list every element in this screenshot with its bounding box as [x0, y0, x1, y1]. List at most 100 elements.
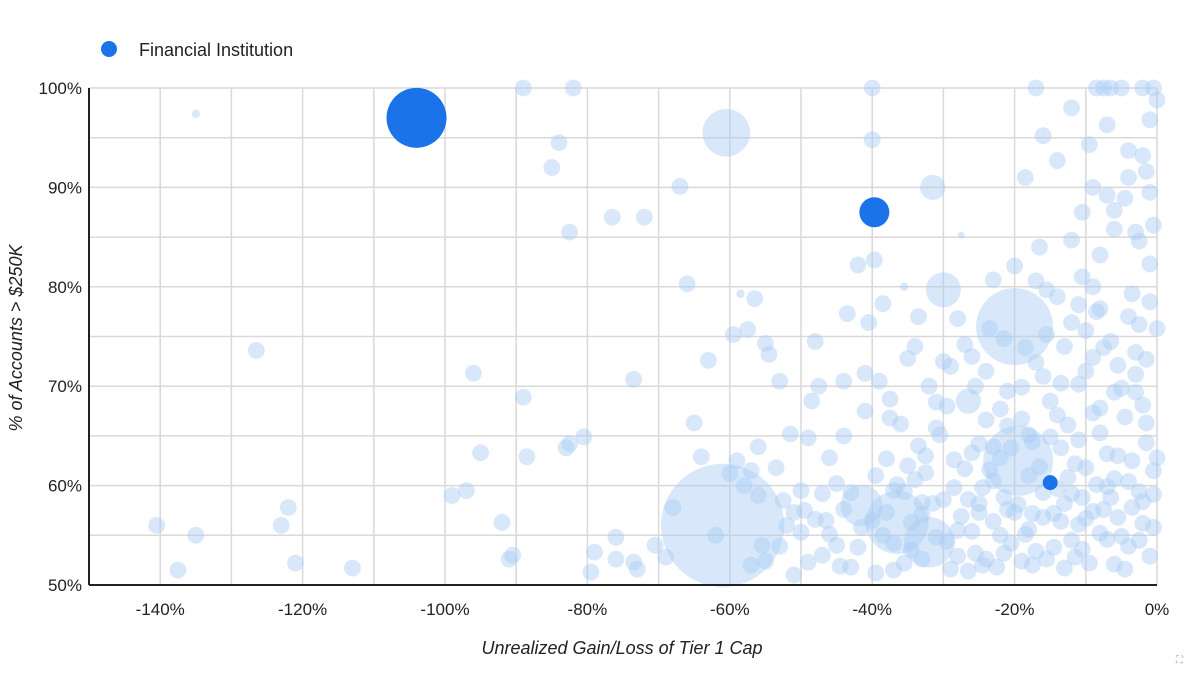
background-bubble: [1102, 489, 1120, 506]
background-bubble: [917, 447, 934, 465]
background-bubble: [1137, 414, 1155, 432]
expand-icon[interactable]: ⛶: [1176, 655, 1183, 666]
background-bubble: [967, 377, 984, 395]
background-bubble: [1095, 339, 1112, 356]
background-bubble: [974, 556, 991, 574]
background-bubble: [543, 159, 561, 176]
background-bubble: [1141, 293, 1159, 311]
background-bubble: [1091, 399, 1109, 417]
background-bubble: [976, 288, 1054, 366]
background-bubble: [586, 543, 603, 561]
background-bubble: [671, 178, 689, 195]
background-bubble: [1137, 163, 1155, 180]
background-bubble: [831, 557, 849, 575]
background-bubble: [625, 370, 643, 388]
background-bubble: [1080, 554, 1098, 572]
background-bubble: [1113, 379, 1130, 397]
background-bubble: [767, 459, 785, 477]
background-bubble: [1084, 179, 1102, 196]
background-bubble: [835, 427, 853, 445]
background-bubble: [1038, 281, 1056, 299]
background-bubble: [1016, 339, 1034, 356]
background-bubble: [813, 485, 831, 502]
background-bubble: [742, 462, 760, 480]
legend: Financial Institution: [101, 40, 293, 60]
background-bubble: [628, 560, 646, 578]
background-bubble: [995, 330, 1013, 347]
y-tick-label: 50%: [48, 576, 82, 595]
background-bubble: [970, 435, 988, 453]
background-bubble: [607, 528, 625, 546]
background-bubble: [344, 559, 361, 577]
financial-institution-bubble[interactable]: [386, 87, 447, 148]
background-bubble: [913, 506, 931, 523]
grid: [88, 87, 1158, 586]
background-bubble: [504, 546, 522, 564]
background-bubble: [874, 295, 892, 313]
background-bubble: [895, 554, 913, 572]
background-bubble: [1091, 300, 1109, 318]
background-bubble: [885, 561, 902, 579]
y-axis-title: % of Accounts > $250K: [6, 244, 26, 432]
background-bubble: [1024, 505, 1041, 522]
background-bubble: [735, 477, 753, 494]
background-bubble: [963, 444, 981, 462]
background-bubble: [1034, 127, 1052, 145]
y-tick-label: 70%: [48, 377, 82, 396]
background-bubble: [1127, 344, 1145, 361]
background-bubble: [1098, 530, 1116, 548]
background-bubble: [942, 560, 959, 578]
background-bubble: [920, 377, 938, 395]
background-bubble: [1109, 356, 1127, 374]
background-bubble: [956, 460, 974, 478]
background-bubble: [279, 499, 297, 516]
background-bubble: [924, 495, 942, 512]
background-bubble: [1098, 445, 1116, 463]
background-bubble: [1098, 116, 1116, 134]
background-bubble: [707, 526, 724, 544]
background-bubble: [678, 275, 696, 293]
background-bubble: [856, 364, 874, 382]
background-bubble: [1052, 439, 1070, 457]
background-bubble: [1024, 433, 1041, 451]
background-bubble: [900, 282, 909, 291]
background-bubble: [1130, 316, 1148, 333]
background-bubble: [1141, 255, 1159, 273]
background-bubble: [1141, 547, 1159, 565]
background-bubble: [803, 392, 821, 410]
background-bubble: [742, 556, 760, 574]
background-bubble: [457, 482, 475, 499]
background-bubble: [999, 417, 1016, 435]
background-bubble: [1091, 424, 1109, 442]
background-bubble: [1034, 509, 1052, 526]
background-bubbles: [148, 79, 1166, 587]
background-bubble: [1013, 378, 1031, 396]
background-bubble: [1105, 383, 1123, 401]
background-bubble: [465, 364, 482, 382]
background-bubble: [853, 518, 870, 536]
financial-institution-bubble[interactable]: [859, 197, 890, 228]
background-bubble: [646, 536, 664, 554]
y-tick-label: 90%: [48, 178, 82, 197]
background-bubble: [981, 320, 999, 337]
background-bubble: [749, 438, 767, 456]
background-bubble: [1105, 555, 1123, 573]
background-bubble: [988, 558, 1006, 576]
background-bubble: [760, 345, 778, 363]
background-bubble: [910, 437, 927, 455]
background-bubble: [1145, 518, 1162, 536]
background-bubble: [575, 428, 593, 446]
background-bubble: [977, 411, 995, 429]
background-bubble: [806, 510, 824, 528]
background-bubble: [963, 347, 981, 365]
background-bubble: [903, 517, 955, 568]
background-bubble: [995, 489, 1013, 506]
background-bubble: [813, 546, 831, 564]
background-bubble: [272, 516, 290, 534]
background-bubble: [1127, 383, 1145, 401]
financial-institution-bubble[interactable]: [1042, 475, 1058, 491]
background-bubble: [1002, 439, 1020, 457]
background-bubble: [1127, 365, 1145, 383]
background-bubble: [984, 472, 1002, 490]
x-tick-label: -60%: [710, 600, 750, 619]
